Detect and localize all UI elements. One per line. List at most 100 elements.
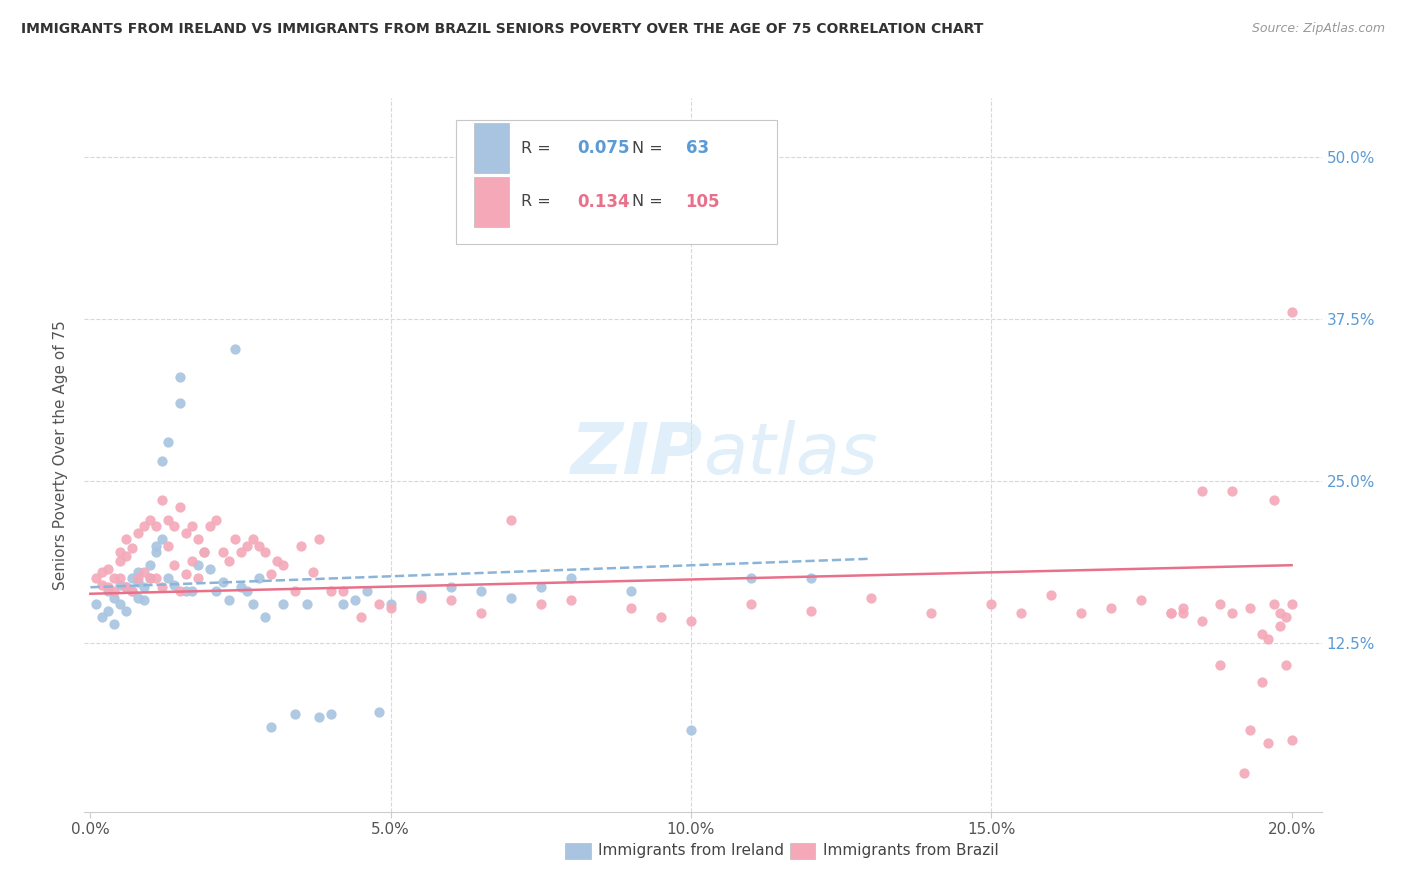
Point	[110, 577, 132, 591]
Point	[127, 565, 149, 579]
Point	[499, 513, 522, 527]
Point	[409, 591, 432, 605]
Point	[1070, 606, 1092, 620]
Point	[800, 571, 823, 585]
Point	[409, 588, 432, 602]
Point	[266, 554, 288, 568]
Text: N =: N =	[633, 141, 668, 155]
Point	[145, 519, 167, 533]
Point	[247, 539, 270, 553]
Point	[259, 567, 281, 582]
Point	[103, 571, 125, 585]
Point	[205, 513, 228, 527]
Point	[163, 519, 186, 533]
Point	[229, 580, 252, 594]
Point	[380, 597, 402, 611]
Point	[97, 562, 120, 576]
Point	[271, 597, 294, 611]
Point	[319, 584, 342, 599]
Text: R =: R =	[522, 141, 555, 155]
Point	[211, 545, 233, 559]
Point	[193, 545, 215, 559]
Point	[1208, 658, 1230, 673]
Point	[1010, 606, 1032, 620]
Point	[115, 604, 138, 618]
Point	[1191, 614, 1213, 628]
Point	[110, 545, 132, 559]
Point	[530, 580, 553, 594]
Point	[560, 593, 582, 607]
Point	[181, 519, 204, 533]
Point	[530, 597, 553, 611]
Point	[163, 577, 186, 591]
Point	[235, 539, 257, 553]
Point	[176, 584, 198, 599]
Point	[440, 580, 463, 594]
Point	[235, 584, 257, 599]
Point	[301, 565, 323, 579]
Text: N =: N =	[633, 194, 668, 209]
Point	[86, 571, 108, 585]
Point	[115, 533, 138, 547]
Point	[1160, 606, 1182, 620]
Point	[800, 604, 823, 618]
Point	[1239, 723, 1261, 737]
Point	[470, 584, 492, 599]
Point	[152, 580, 174, 594]
Point	[1099, 601, 1122, 615]
Point	[127, 571, 149, 585]
Point	[1173, 601, 1195, 615]
Point	[176, 525, 198, 540]
Bar	[474, 123, 509, 173]
Point	[103, 591, 125, 605]
Text: IMMIGRANTS FROM IRELAND VS IMMIGRANTS FROM BRAZIL SENIORS POVERTY OVER THE AGE O: IMMIGRANTS FROM IRELAND VS IMMIGRANTS FR…	[21, 22, 983, 37]
Text: R =: R =	[522, 194, 555, 209]
Point	[91, 610, 114, 624]
Point	[169, 370, 191, 384]
Point	[121, 541, 143, 556]
Point	[860, 591, 883, 605]
Point	[1040, 588, 1063, 602]
Point	[218, 593, 240, 607]
Point	[1274, 658, 1296, 673]
Point	[145, 539, 167, 553]
Point	[152, 454, 174, 468]
Point	[308, 533, 330, 547]
Point	[253, 545, 276, 559]
Point	[181, 584, 204, 599]
Point	[440, 593, 463, 607]
Point	[211, 575, 233, 590]
Point	[91, 577, 114, 591]
Point	[1281, 597, 1303, 611]
Point	[134, 593, 156, 607]
Point	[1239, 601, 1261, 615]
Point	[97, 580, 120, 594]
Point	[110, 571, 132, 585]
Point	[157, 539, 180, 553]
Point	[224, 342, 246, 356]
Point	[1257, 632, 1279, 647]
Point	[110, 597, 132, 611]
Point	[169, 396, 191, 410]
Text: 105: 105	[686, 193, 720, 211]
Point	[332, 597, 354, 611]
Point	[121, 571, 143, 585]
Point	[1263, 493, 1285, 508]
Point	[1274, 610, 1296, 624]
Point	[284, 584, 307, 599]
Point	[176, 567, 198, 582]
Point	[259, 720, 281, 734]
Point	[620, 584, 643, 599]
Point	[103, 616, 125, 631]
Point	[181, 554, 204, 568]
Point	[139, 571, 162, 585]
Point	[1250, 675, 1272, 690]
Text: ZIP: ZIP	[571, 420, 703, 490]
Point	[169, 584, 191, 599]
Point	[127, 575, 149, 590]
Point	[1281, 305, 1303, 319]
Point	[97, 604, 120, 618]
Point	[127, 525, 149, 540]
Point	[679, 723, 702, 737]
Point	[1250, 627, 1272, 641]
